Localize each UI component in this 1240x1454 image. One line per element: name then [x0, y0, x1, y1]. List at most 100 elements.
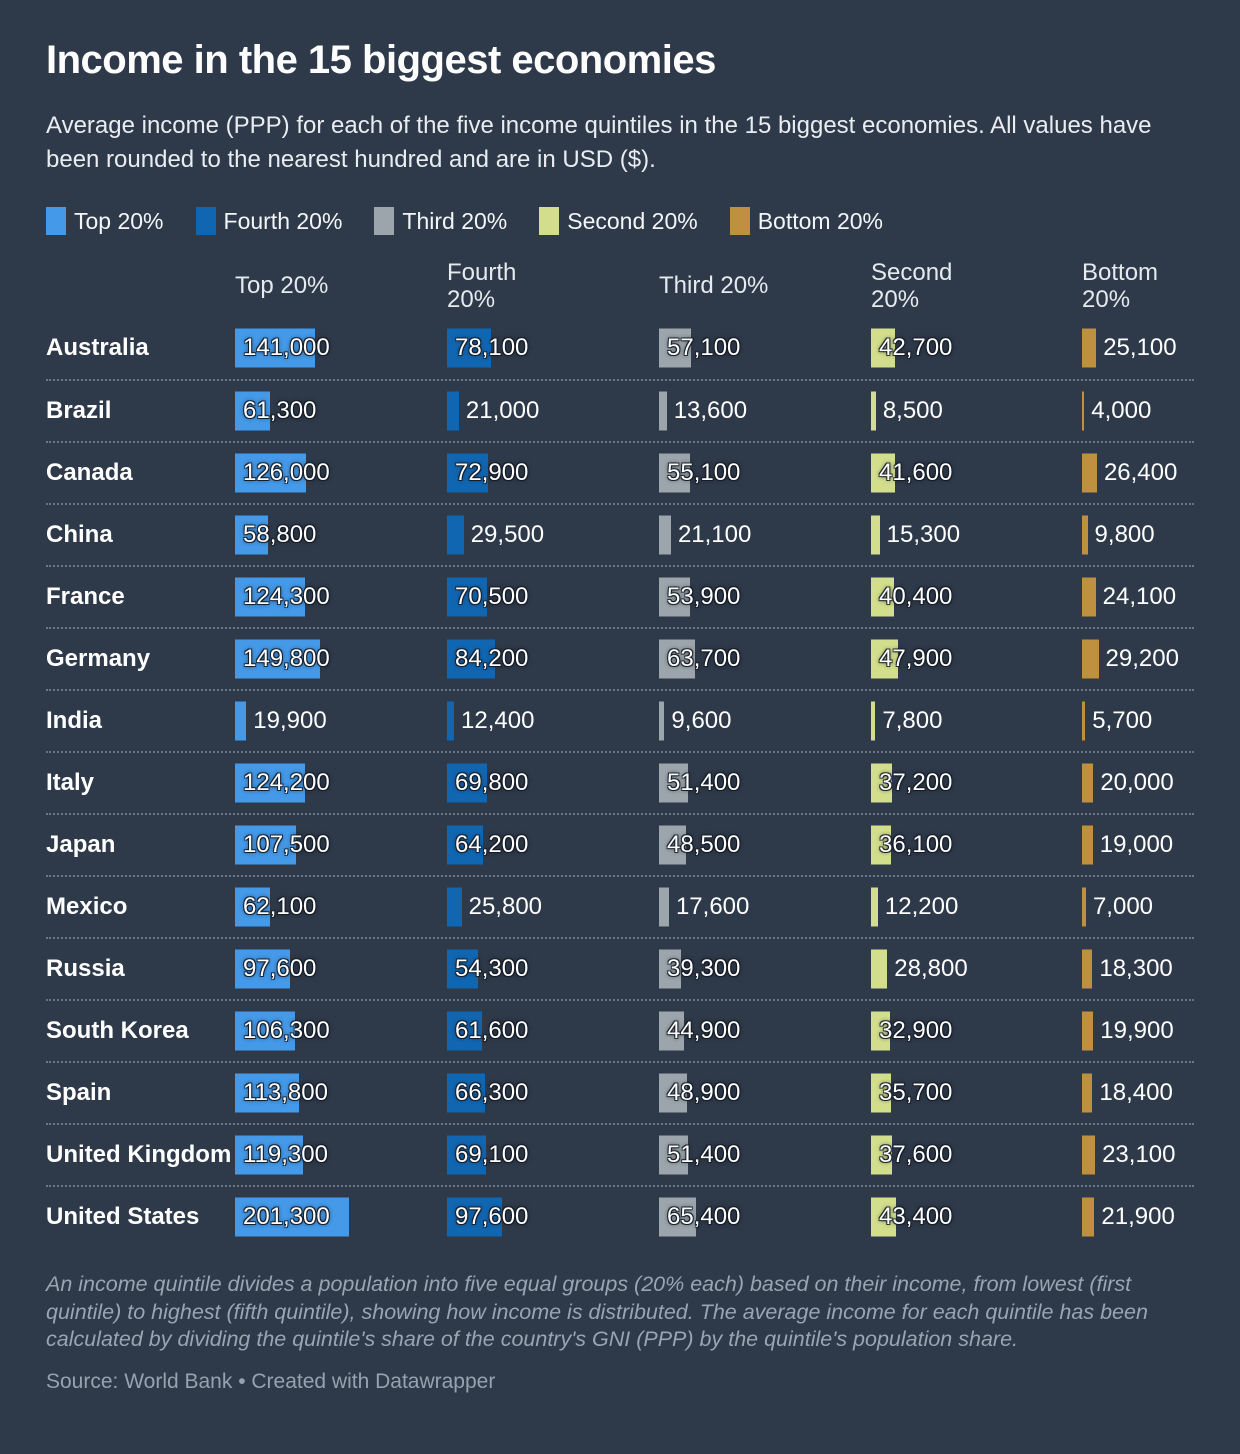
bar-cell: 65,400: [659, 1187, 871, 1247]
bar-cell: 8,500: [871, 381, 1082, 441]
table-row: Brazil 61,300 21,000 13,600 8,500 4,000: [46, 379, 1194, 441]
table-row: United States 201,300 97,600 65,400 43,400 21…: [46, 1185, 1194, 1247]
country-label: Russia: [46, 955, 125, 983]
bar-cell: 69,800: [447, 753, 659, 813]
bar: [235, 1073, 300, 1113]
bar: [1082, 949, 1093, 989]
value-label: 43,400: [879, 1203, 953, 1231]
legend-swatch-icon: [539, 207, 560, 236]
bar-cell: 63,700: [659, 629, 871, 689]
value-label: 36,100: [879, 831, 953, 859]
value-label: 9,800: [1094, 521, 1155, 549]
chart-subtitle: Average income (PPP) for each of the fiv…: [46, 112, 1152, 174]
value-label: 44,900: [667, 1017, 741, 1045]
value-label: 64,200: [455, 831, 529, 859]
bar-cell: 97,600: [235, 939, 447, 999]
bar: [659, 515, 671, 555]
bar-cell: 141,000: [235, 317, 447, 379]
value-label: 21,900: [1101, 1203, 1175, 1231]
bar-cell: 37,200: [871, 753, 1082, 813]
chart-title: Income in the 15 biggest economies: [46, 38, 716, 82]
value-label: 106,300: [243, 1017, 330, 1045]
bar: [659, 577, 690, 617]
bar-table: Top 20% Fourth 20% Third 20% Second 20% Bottom…: [46, 255, 1194, 1247]
table-row: Italy 124,200 69,800 51,400 37,200 20,000: [46, 751, 1194, 813]
value-label: 54,300: [455, 955, 529, 983]
bar-cell: 18,400: [1082, 1063, 1194, 1123]
bar: [235, 825, 296, 865]
bar: [447, 701, 455, 741]
column-header: Third 20%: [659, 272, 769, 300]
bar: [447, 1197, 503, 1237]
legend-swatch-icon: [729, 207, 750, 236]
value-label: 47,900: [879, 645, 953, 673]
value-label: 28,800: [894, 955, 968, 983]
bar: [1082, 763, 1094, 803]
value-label: 78,100: [455, 334, 529, 362]
bar: [447, 515, 464, 555]
bar: [1082, 1135, 1096, 1175]
bar: [1082, 1073, 1093, 1113]
country-label: Italy: [46, 769, 95, 797]
table-row: South Korea 106,300 61,600 44,900 32,900 19,9…: [46, 999, 1194, 1061]
country-label: United Kingdom: [46, 1141, 232, 1169]
bar-cell: 64,200: [447, 815, 659, 875]
bar-cell: 47,900: [871, 629, 1082, 689]
value-label: 37,200: [879, 769, 953, 797]
value-label: 18,300: [1099, 955, 1173, 983]
bar: [235, 391, 270, 431]
table-row: Mexico 62,100 25,800 17,600 12,200 7,000: [46, 875, 1194, 937]
value-label: 19,900: [253, 707, 327, 735]
bar-cell: 41,600: [871, 443, 1082, 503]
bar-cell: 21,000: [447, 381, 659, 441]
bar-cell: 13,600: [659, 381, 871, 441]
bar-cell: 62,100: [235, 877, 447, 937]
value-label: 65,400: [667, 1203, 741, 1231]
bar: [447, 825, 484, 865]
bar: [447, 1011, 482, 1051]
value-label: 124,300: [243, 583, 330, 611]
value-label: 39,300: [667, 955, 741, 983]
value-label: 97,600: [455, 1203, 529, 1231]
column-header: Top 20%: [235, 272, 329, 300]
bar-cell: 25,800: [447, 877, 659, 937]
legend-item: Fourth 20%: [195, 207, 342, 236]
value-label: 20,000: [1100, 769, 1174, 797]
bar: [659, 949, 682, 989]
value-label: 9,600: [671, 707, 732, 735]
bar: [871, 515, 880, 555]
value-label: 21,100: [677, 521, 752, 549]
bar-cell: 119,300: [235, 1125, 447, 1185]
legend-label: Top 20%: [74, 207, 164, 234]
legend-item: Bottom 20%: [729, 207, 883, 236]
bar: [447, 453, 489, 493]
value-label: 53,900: [667, 583, 741, 611]
value-label: 12,200: [884, 893, 959, 921]
bar: [871, 577, 894, 617]
bar-cell: 39,300: [659, 939, 871, 999]
table-row: Australia 141,000 78,100 57,100 42,700 25,100: [46, 317, 1194, 379]
legend: Top 20% Fourth 20% Third 20% Second 20% Bott…: [46, 207, 1194, 236]
bar-cell: 107,500: [235, 815, 447, 875]
chart-notes: An income quintile divides a population …: [46, 1272, 1148, 1352]
value-label: 51,400: [667, 769, 741, 797]
value-label: 4,000: [1091, 397, 1152, 425]
bar: [1082, 453, 1097, 493]
value-label: 29,500: [470, 521, 545, 549]
source-line: Source: World Bank • Created with Datawr…: [46, 1369, 496, 1393]
bar: [235, 887, 271, 927]
bar: [659, 887, 669, 927]
table-row: Germany 149,800 84,200 63,700 47,900 29,200: [46, 627, 1194, 689]
bar-cell: 55,100: [659, 443, 871, 503]
bar-cell: 15,300: [871, 505, 1082, 565]
bar: [871, 1197, 896, 1237]
bar: [1082, 701, 1086, 741]
value-label: 62,100: [243, 893, 317, 921]
value-label: 66,300: [455, 1079, 529, 1107]
bar-cell: 24,100: [1082, 567, 1194, 627]
bar: [235, 453, 307, 493]
country-label: United States: [46, 1203, 200, 1231]
bar: [871, 391, 876, 431]
bar: [871, 1073, 892, 1113]
bar-cell: 37,600: [871, 1125, 1082, 1185]
